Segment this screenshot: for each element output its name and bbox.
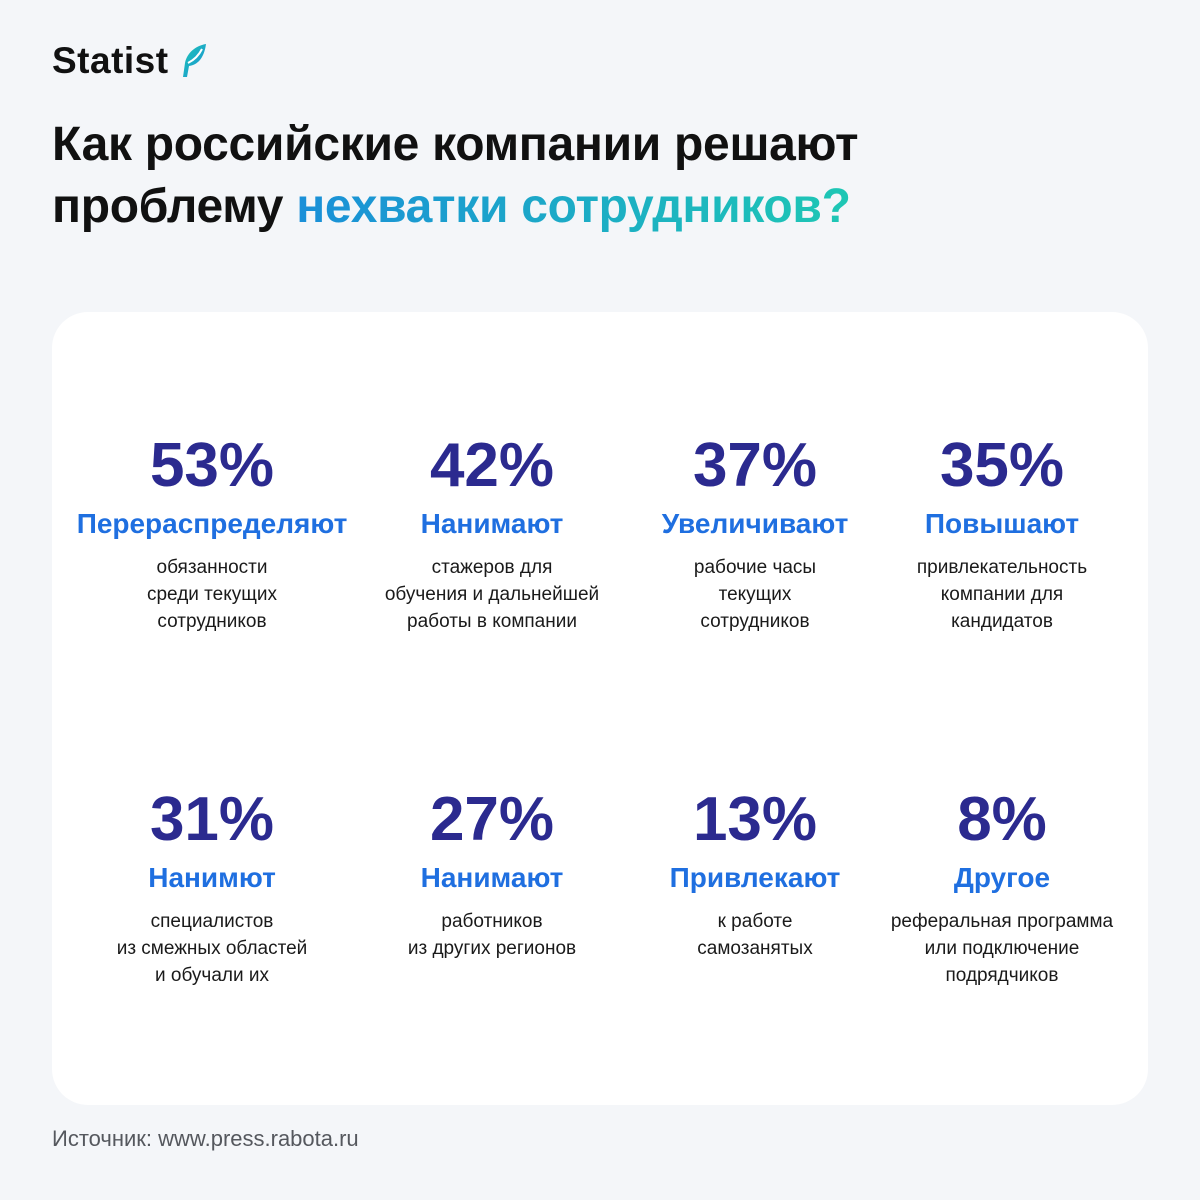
stat-item: 37% Увеличивают рабочие часы текущих сот… [610, 435, 900, 635]
stat-item: 53% Перераспределяют обязанности среди т… [67, 435, 357, 635]
stat-label: Нанимют [148, 862, 276, 893]
title-line-2-plain: проблему [52, 180, 284, 233]
stat-label: Другое [953, 862, 1051, 893]
stats-card: 53% Перераспределяют обязанности среди т… [52, 312, 1148, 1105]
stat-description: привлекательность компании для кандидато… [916, 556, 1088, 632]
stat-value: 37% [692, 431, 818, 500]
stat-label: Привлекают [669, 862, 841, 893]
stat-label: Перераспределяют [76, 508, 348, 539]
statist-feather-logo-icon [182, 43, 206, 77]
stat-item: 31% Нанимют специалистов из смежных обла… [67, 789, 357, 989]
stat-value: 8% [957, 785, 1047, 854]
stat-value: 53% [149, 431, 275, 500]
stat-item: 27% Нанимают работников из других регион… [347, 789, 637, 962]
stat-value: 27% [429, 785, 555, 854]
title-line-2-accent: нехватки сотрудников? [296, 180, 851, 233]
stat-description: стажеров для обучения и дальнейшей работ… [384, 556, 600, 632]
stat-label: Увеличивают [661, 508, 849, 539]
stat-item: 13% Привлекают к работе самозанятых [610, 789, 900, 962]
stat-description: рабочие часы текущих сотрудников [693, 556, 817, 632]
stat-description: обязанности среди текущих сотрудников [146, 556, 278, 632]
brand-logo: Statist [52, 42, 209, 79]
source-note: Источник: www.press.rabota.ru [52, 1126, 359, 1151]
stat-item: 8% Другое реферальная программа или подк… [857, 789, 1147, 989]
stat-description: специалистов из смежных областей и обуча… [116, 910, 308, 986]
stat-label: Повышают [924, 508, 1080, 539]
stat-value: 42% [429, 431, 555, 500]
stat-label: Нанимают [420, 862, 564, 893]
stat-value: 13% [692, 785, 818, 854]
stat-value: 31% [149, 785, 275, 854]
stat-description: к работе самозанятых [697, 910, 813, 959]
brand-name: Statist [52, 40, 169, 81]
stat-item: 35% Повышают привлекательность компании … [857, 435, 1147, 635]
stat-label: Нанимают [420, 508, 564, 539]
page-title: Как российские компании решают проблему … [52, 114, 1152, 238]
stat-value: 35% [939, 431, 1065, 500]
stat-item: 42% Нанимают стажеров для обучения и дал… [347, 435, 637, 635]
stat-description: реферальная программа или подключение по… [890, 910, 1114, 986]
title-line-1: Как российские компании решают [52, 118, 859, 171]
stat-description: работников из других регионов [407, 910, 577, 959]
